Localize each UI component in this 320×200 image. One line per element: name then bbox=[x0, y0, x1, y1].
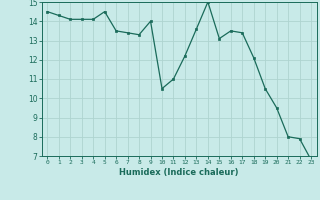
X-axis label: Humidex (Indice chaleur): Humidex (Indice chaleur) bbox=[119, 168, 239, 177]
